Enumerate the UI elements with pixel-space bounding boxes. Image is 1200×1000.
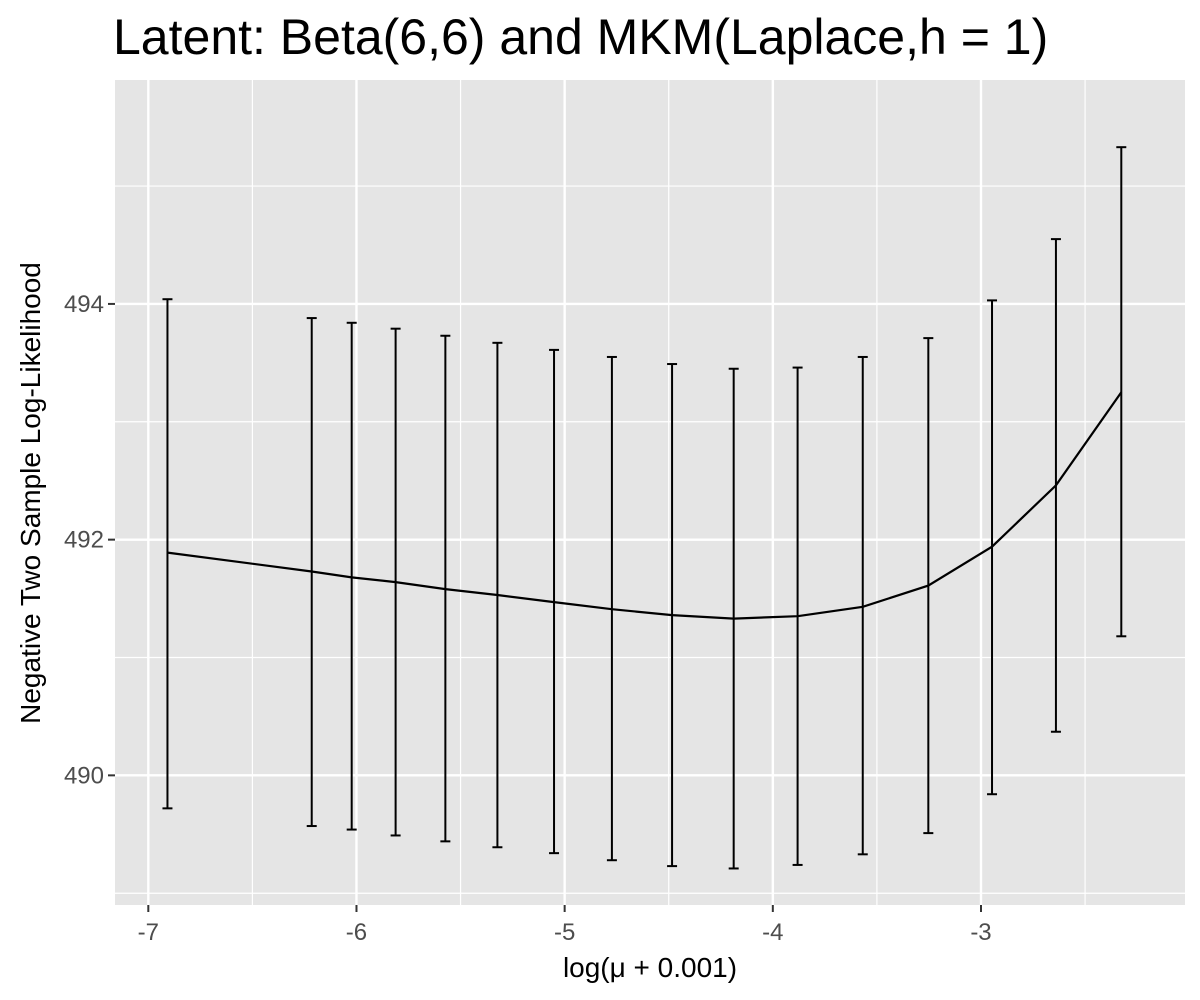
line-layer <box>167 391 1123 620</box>
plot-panel <box>115 80 1185 905</box>
x-tick-label: -5 <box>554 919 575 946</box>
x-tick-label: -4 <box>762 919 783 946</box>
y-tick-label: 492 <box>64 527 104 554</box>
y-axis-title: Negative Two Sample Log-Likelihood <box>15 262 46 724</box>
y-tick-label: 490 <box>64 762 104 789</box>
x-axis-title: log(μ + 0.001) <box>563 952 737 983</box>
series-line <box>167 391 1123 620</box>
y-tick-label: 494 <box>64 291 104 318</box>
grid-layer <box>115 80 1185 905</box>
chart-title: Latent: Beta(6,6) and MKM(Laplace,h = 1) <box>113 9 1049 65</box>
x-tick-label: -7 <box>138 919 159 946</box>
x-tick-label: -6 <box>346 919 367 946</box>
tick-layer: -7 -6 -5 -4 -3 490 492 494 <box>64 291 992 946</box>
x-tick-label: -3 <box>970 919 991 946</box>
